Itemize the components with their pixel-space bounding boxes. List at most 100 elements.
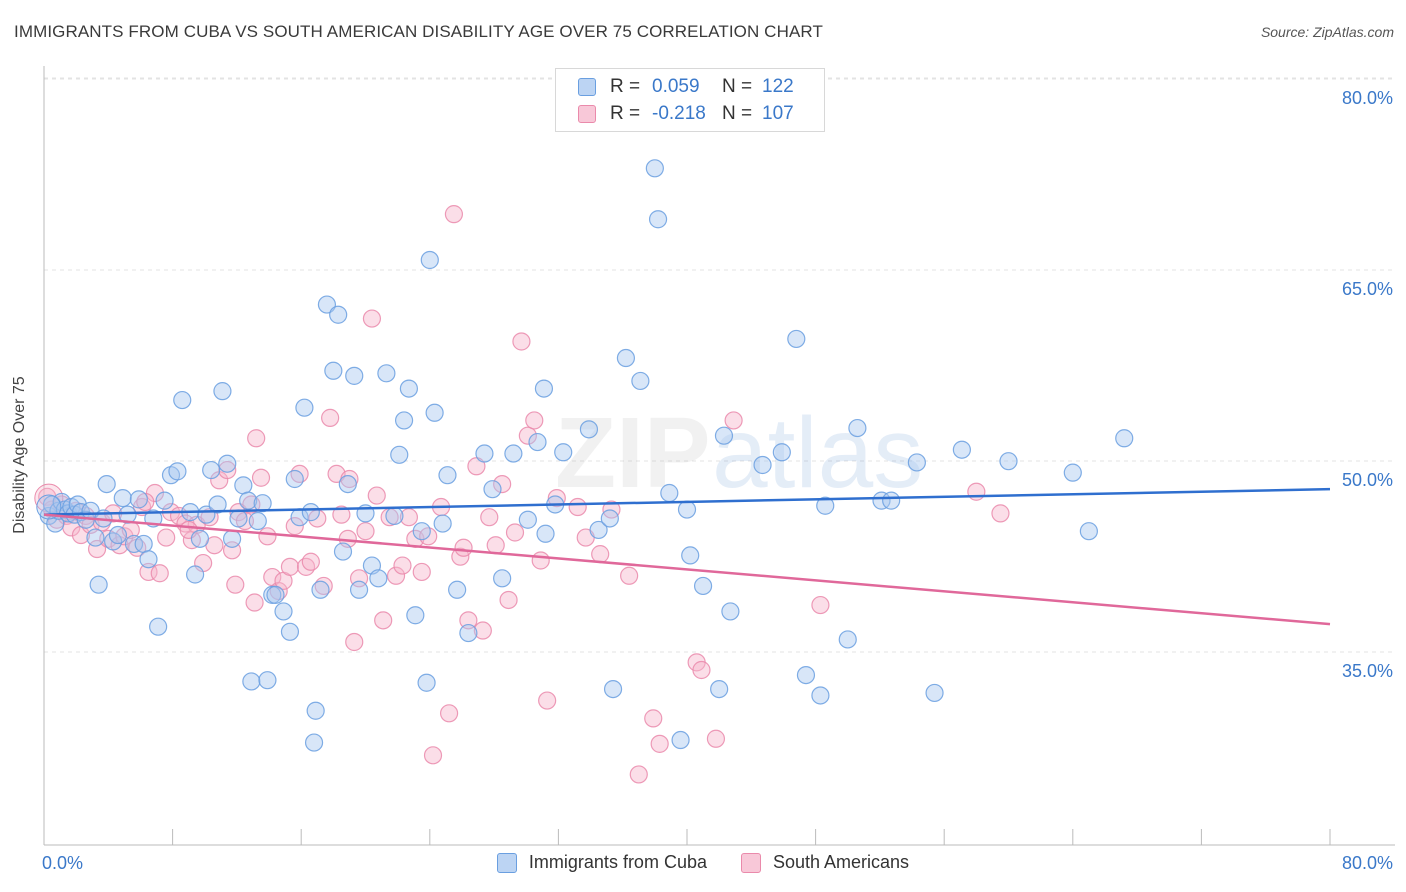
cuba-point [253,494,272,513]
cuba-point [838,630,857,649]
south-americans-point [245,593,264,612]
legend-label-south-americans: South Americans [772,852,910,872]
cuba-point [417,673,436,692]
cuba-point [848,418,867,438]
south-americans-point [620,566,639,585]
y-tick-label: 65.0% [1342,279,1393,299]
cuba-point [504,444,523,463]
south-americans-point [226,575,245,594]
south-americans-point [724,411,743,430]
cuba-point [285,469,304,489]
cuba-point [149,617,168,636]
r-label: R = [610,103,641,124]
cuba-point [603,679,623,699]
cuba-point [459,623,478,643]
south-americans-point [538,691,557,710]
south-americans-point [518,426,537,445]
cuba-point [377,364,396,383]
cuba-point [118,505,137,524]
r-value: -0.218 [652,103,706,124]
cuba-point [390,445,409,464]
south-americans-point [301,552,320,571]
cuba-point [248,511,267,531]
cuba-point [796,665,816,685]
cuba-point [534,379,554,398]
cuba-points [36,159,1134,752]
cuba-point [266,585,285,604]
south-americans-point [345,632,364,652]
south-americans-point [692,660,711,680]
axes [43,66,1395,846]
cuba-point [554,443,573,462]
n-value: 107 [762,103,794,124]
cuba-point [433,514,452,533]
cuba-point [721,602,740,621]
south-americans-point [258,527,277,546]
south-americans-point [393,556,412,575]
cuba-point [412,522,431,541]
cuba-point [616,348,636,368]
south-americans-swatch [578,105,596,123]
cuba-point [671,730,690,750]
south-americans-point [362,309,382,328]
x-tick-max: 80.0% [1341,853,1393,873]
cuba-point [113,489,132,508]
cuba-point [36,494,62,520]
chart-title: IMMIGRANTS FROM CUBA VS SOUTH AMERICAN D… [14,22,823,41]
cuba-point [648,210,668,229]
south-americans-point [423,746,443,765]
south-americans-points [34,205,1010,784]
south-americans-point [87,539,107,559]
legend-row-cuba: R = 0.059 N = 122 [578,74,794,100]
south-americans-point [499,590,518,610]
south-americans-point [644,709,663,728]
cuba-point [536,524,555,543]
cuba-point [222,529,242,548]
cuba-point [438,466,457,485]
correlation-legend: R = 0.059 N = 122 R = -0.218 N = 107 [555,68,825,132]
south-americans-point [991,504,1010,523]
cuba-point [645,159,664,178]
south-americans-point [473,621,492,640]
cuba-point [242,672,261,691]
south-americans-point [412,562,431,582]
south-americans-point [505,523,525,542]
south-americans-point [251,468,271,487]
south-americans-point [290,464,309,484]
cuba-point [89,575,108,594]
cuba-point [787,329,806,349]
south-americans-point [650,734,669,753]
cuba-point [304,733,324,752]
south-americans-point [480,508,499,527]
south-americans-point [157,528,176,547]
cuba-point [753,455,772,475]
south-americans-point [280,557,300,576]
cuba-point [239,491,258,510]
south-americans-point [374,611,393,630]
legend-row-south-americans: R = -0.218 N = 107 [578,101,794,127]
cuba-point [952,440,971,459]
grid-lines [44,77,1395,653]
cuba-point [579,420,599,439]
cuba-point [448,580,467,599]
south-americans-point [218,460,237,480]
south-americans-point [321,408,340,427]
south-americans-point [629,765,648,784]
south-americans-point [512,332,531,351]
cuba-point [811,686,830,705]
south-americans-point [811,595,830,615]
cuba-point [631,371,650,391]
cuba-point [186,565,205,584]
cuba-point [190,529,210,548]
cuba-point [589,520,608,540]
n-value: 122 [762,76,794,97]
cuba-point [155,491,174,510]
cuba-point [338,474,357,494]
south-americans-point [332,505,351,524]
cuba-point [369,569,388,588]
cuba-point [528,432,547,452]
south-americans-point [356,522,375,541]
y-tick-label: 50.0% [1342,470,1393,490]
cuba-point [311,580,330,599]
south-americans-point [459,611,478,630]
